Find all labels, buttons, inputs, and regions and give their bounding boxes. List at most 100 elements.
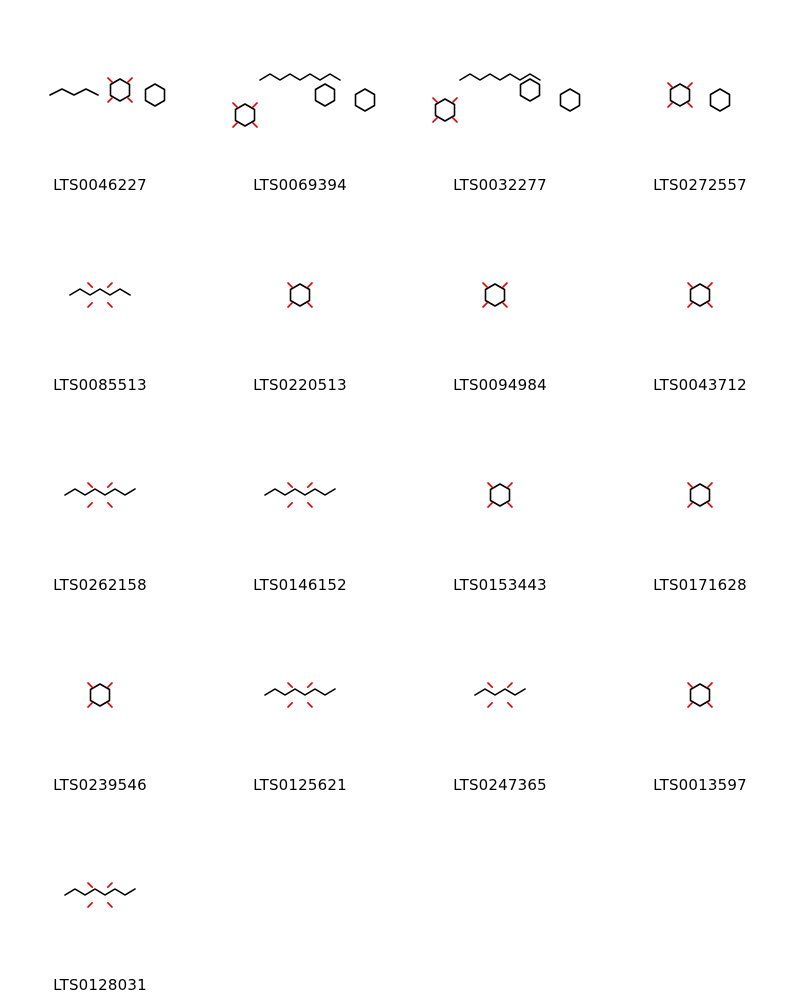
structure-drawing (400, 0, 600, 160)
chain-bond (264, 488, 336, 496)
structure-drawing (400, 600, 600, 760)
hydroxyl-bond (687, 682, 693, 688)
hydroxyl-bond (507, 482, 513, 488)
molecule-cell: LTS0262158 (0, 400, 200, 600)
hydroxyl-bond (232, 102, 239, 108)
compound-id-label: LTS0046227 (53, 176, 147, 194)
molecule-cell: LTS0032277 (400, 0, 600, 200)
chain-bond (64, 488, 136, 496)
molecule-cell: LTS0125621 (200, 600, 400, 800)
ring-bond (89, 683, 111, 707)
compound-id-label: LTS0272557 (653, 176, 747, 194)
hydroxyl-bond (482, 302, 488, 308)
molecule-cell: LTS0013597 (600, 600, 800, 800)
hydroxyl-bond (107, 282, 113, 288)
structure-drawing (600, 600, 800, 760)
compound-id-label: LTS0013597 (653, 776, 747, 794)
hydroxyl-bond (287, 702, 293, 708)
ring-bond (354, 88, 376, 112)
structure-svg (64, 882, 136, 908)
chain-bond (264, 688, 336, 696)
hydroxyl-bond (307, 282, 313, 288)
hydroxyl-bond (487, 702, 493, 708)
structure-svg (87, 682, 113, 708)
hydroxyl-bond (687, 282, 693, 288)
structure-drawing (0, 600, 200, 760)
chain-bond (259, 73, 341, 81)
ring-bond (109, 78, 131, 102)
hydroxyl-bond (507, 502, 513, 508)
structure-drawing (200, 200, 400, 360)
ring-bond (689, 483, 711, 507)
molecule-cell: LTS0220513 (200, 200, 400, 400)
molecule-cell: LTS0247365 (400, 600, 600, 800)
hydroxyl-bond (87, 302, 93, 308)
ring-bond (689, 283, 711, 307)
chain-bond (49, 88, 99, 96)
chain-bond (459, 73, 541, 81)
ring-bond (559, 88, 581, 112)
structure-drawing (0, 0, 200, 160)
compound-id-label: LTS0247365 (453, 776, 547, 794)
hydroxyl-bond (487, 482, 493, 488)
hydroxyl-bond (251, 102, 258, 108)
hydroxyl-bond (107, 77, 113, 83)
chain-bond (64, 888, 136, 896)
hydroxyl-bond (87, 702, 93, 708)
hydroxyl-bond (107, 902, 113, 908)
hydroxyl-bond (451, 97, 458, 103)
hydroxyl-bond (127, 97, 133, 103)
hydroxyl-bond (687, 482, 693, 488)
structure-svg (482, 282, 508, 308)
hydroxyl-bond (307, 702, 313, 708)
hydroxyl-bond (687, 82, 693, 88)
ring-bond (669, 83, 691, 107)
compound-id-label: LTS0085513 (53, 376, 147, 394)
chain-bond (474, 688, 526, 696)
hydroxyl-bond (707, 482, 713, 488)
hydroxyl-bond (232, 122, 239, 128)
structure-drawing (0, 800, 200, 960)
hydroxyl-bond (107, 702, 113, 708)
structure-svg (287, 282, 313, 308)
structure-svg (667, 82, 731, 112)
hydroxyl-bond (87, 482, 93, 488)
compound-id-label: LTS0220513 (253, 376, 347, 394)
compound-id-label: LTS0032277 (453, 176, 547, 194)
structure-svg (69, 282, 131, 308)
structure-svg (64, 482, 136, 508)
hydroxyl-bond (87, 902, 93, 908)
compound-id-label: LTS0125621 (253, 776, 347, 794)
molecule-cell: LTS0146152 (200, 400, 400, 600)
hydroxyl-bond (707, 502, 713, 508)
hydroxyl-bond (507, 702, 513, 708)
hydroxyl-bond (287, 682, 293, 688)
molecule-cell: LTS0094984 (400, 200, 600, 400)
hydroxyl-bond (487, 502, 493, 508)
hydroxyl-bond (107, 682, 113, 688)
compound-id-label: LTS0153443 (453, 576, 547, 594)
hydroxyl-bond (707, 702, 713, 708)
hydroxyl-bond (502, 302, 508, 308)
chain-bond (69, 288, 131, 296)
structure-svg (487, 482, 513, 508)
hydroxyl-bond (107, 482, 113, 488)
hydroxyl-bond (251, 122, 258, 128)
molecule-cell: LTS0272557 (600, 0, 800, 200)
compound-id-label: LTS0239546 (53, 776, 147, 794)
structure-drawing (600, 400, 800, 560)
ring-bond (144, 83, 166, 107)
structure-svg (232, 73, 376, 128)
structure-drawing (200, 600, 400, 760)
hydroxyl-bond (307, 682, 313, 688)
structure-drawing (600, 0, 800, 160)
hydroxyl-bond (127, 77, 133, 83)
molecule-cell: LTS0171628 (600, 400, 800, 600)
molecule-cell: LTS0043712 (600, 200, 800, 400)
hydroxyl-bond (287, 302, 293, 308)
hydroxyl-bond (307, 302, 313, 308)
compound-id-label: LTS0262158 (53, 576, 147, 594)
ring-bond (489, 483, 511, 507)
hydroxyl-bond (307, 502, 313, 508)
